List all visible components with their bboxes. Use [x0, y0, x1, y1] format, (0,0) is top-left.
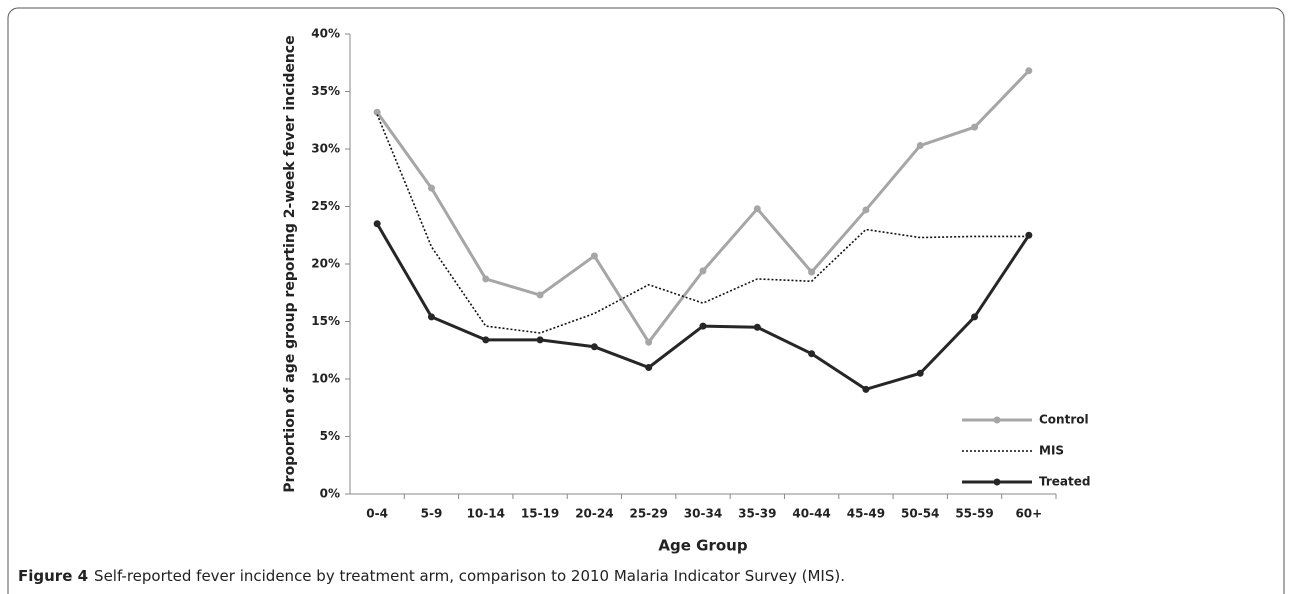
x-tick-label: 40-44 — [792, 507, 830, 521]
series-line — [375, 69, 1030, 344]
y-tick-label: 30% — [311, 142, 340, 156]
x-tick-label: 35-39 — [738, 507, 776, 521]
x-tick-label: 50-54 — [901, 507, 939, 521]
data-point — [916, 369, 924, 377]
series-line — [376, 114, 1029, 334]
x-tick-label: 10-14 — [467, 507, 505, 521]
caption: Figure 4 Self-reported fever incidence by… — [18, 567, 845, 585]
y-tick-label: 15% — [311, 314, 340, 328]
x-tick-label: 45-49 — [847, 507, 885, 521]
data-point — [753, 323, 761, 331]
legend-label: Control — [1039, 413, 1089, 427]
x-tick-label: 0-4 — [366, 507, 388, 521]
data-point — [862, 385, 870, 393]
data-point — [373, 220, 381, 228]
series-line — [375, 222, 1031, 391]
x-tick-label: 60+ — [1015, 507, 1042, 521]
data-point — [971, 313, 979, 321]
x-tick-label: 30-34 — [684, 507, 722, 521]
y-tick-label: 5% — [320, 429, 340, 443]
caption-label: Figure 4 — [18, 567, 88, 585]
data-point — [699, 267, 707, 275]
data-point — [753, 205, 761, 213]
figure-frame — [7, 7, 1285, 594]
data-point — [1025, 231, 1033, 239]
data-point — [590, 252, 598, 260]
y-tick-label: 25% — [311, 199, 340, 213]
data-point — [916, 142, 924, 150]
data-point — [536, 291, 544, 299]
data-point — [427, 313, 435, 321]
y-tick-label: 20% — [311, 257, 340, 271]
data-point — [1025, 67, 1033, 75]
y-tick-label: 40% — [311, 27, 340, 41]
legend-marker — [993, 478, 1001, 486]
legend-label: Treated — [1039, 475, 1091, 489]
legend-label: MIS — [1039, 444, 1064, 458]
x-tick-label: 20-24 — [575, 507, 613, 521]
x-tick-label: 55-59 — [955, 507, 993, 521]
data-point — [536, 336, 544, 344]
x-tick-label: 25-29 — [629, 507, 667, 521]
data-point — [971, 123, 979, 131]
data-point — [590, 343, 598, 351]
y-tick-label: 10% — [311, 372, 340, 386]
x-axis-title: Age Group — [658, 537, 747, 555]
x-tick-label: 15-19 — [521, 507, 559, 521]
data-point — [808, 268, 816, 276]
data-point — [645, 338, 653, 346]
data-point — [699, 322, 707, 330]
y-tick-label: 35% — [311, 84, 340, 98]
data-point — [482, 336, 490, 344]
data-point — [482, 275, 490, 283]
x-tick-label: 5-9 — [421, 507, 443, 521]
y-axis-title: Proportion of age group reporting 2-week… — [282, 35, 298, 492]
data-point — [808, 350, 816, 358]
y-tick-label: 0% — [320, 487, 340, 501]
caption-text: Self-reported fever incidence by treatme… — [94, 567, 845, 585]
data-point — [373, 108, 381, 116]
data-point — [427, 184, 435, 192]
data-point — [645, 364, 653, 371]
legend-marker — [993, 416, 1001, 424]
data-point — [862, 206, 870, 214]
